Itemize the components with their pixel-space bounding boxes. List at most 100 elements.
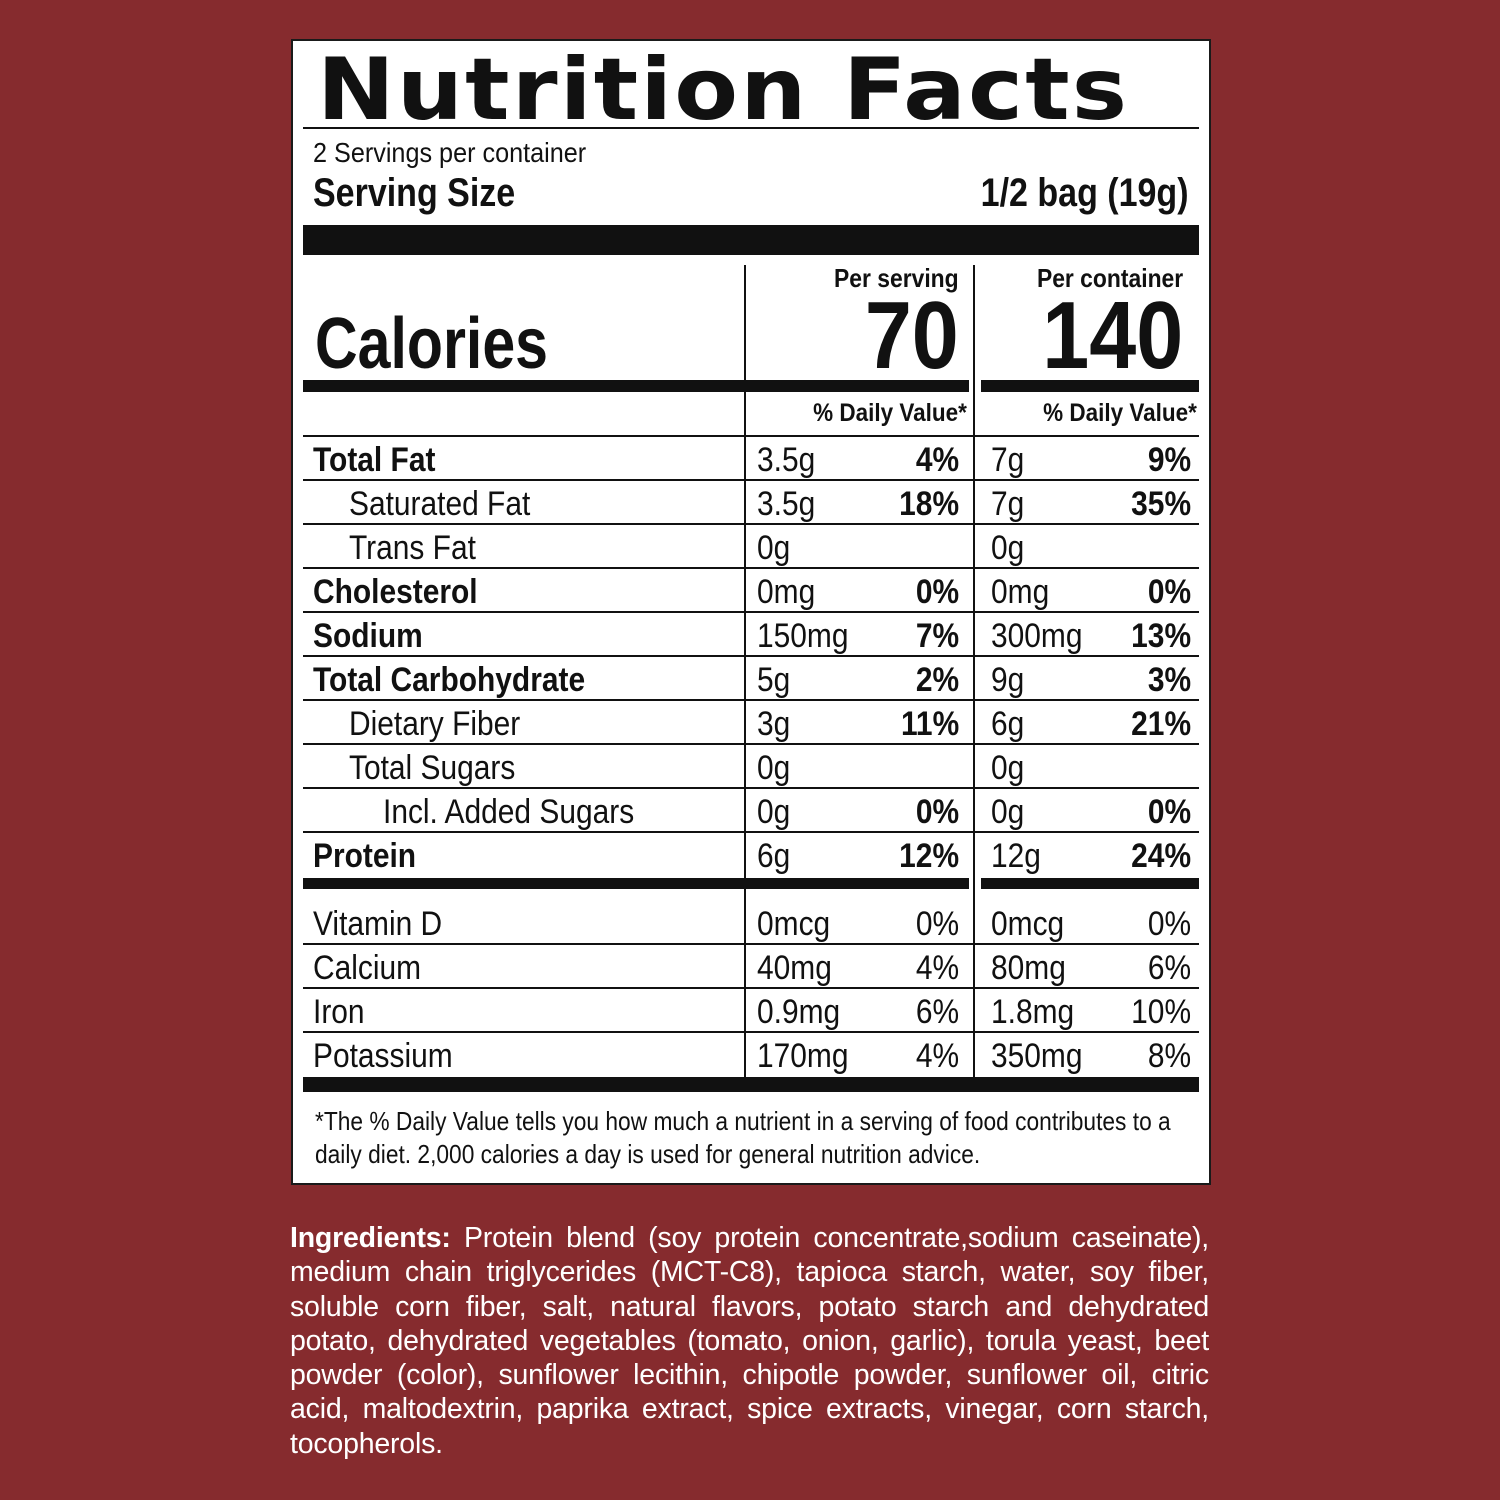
per-container-header: Per container <box>1036 263 1183 293</box>
nutrient-amount-serving: 0g <box>757 793 791 831</box>
nutrient-dv-container: 0% <box>1147 573 1191 611</box>
nutrient-name: Trans Fat <box>349 529 476 567</box>
servings-per-container: 2 Servings per container <box>313 137 587 168</box>
protein-rule-right <box>981 878 1199 889</box>
nutrient-row-divider <box>303 435 1199 437</box>
vitamin-row-divider <box>303 943 1199 945</box>
nutrient-dv-serving: 0% <box>915 573 959 611</box>
nutrient-dv-serving: 12% <box>899 837 959 875</box>
nutrient-row-divider <box>303 787 1199 789</box>
nutrient-name: Total Fat <box>313 441 436 479</box>
nutrient-amount-container: 9g <box>991 661 1025 699</box>
vitamin-amount-serving: 0.9mg <box>757 993 841 1031</box>
nutrient-row-divider <box>303 655 1199 657</box>
nutrient-amount-serving: 3.5g <box>757 441 816 479</box>
nutrient-amount-serving: 150mg <box>757 617 849 655</box>
nutrient-dv-container: 3% <box>1147 661 1191 699</box>
calories-label: Calories <box>315 304 548 384</box>
column-divider-container <box>973 265 975 1077</box>
daily-value-footnote: *The % Daily Value tells you how much a … <box>315 1106 1171 1169</box>
nutrient-amount-serving: 0g <box>757 529 791 567</box>
vitamin-amount-serving: 40mg <box>757 949 832 987</box>
vitamin-name: Vitamin D <box>313 905 443 943</box>
vitamin-dv-container: 8% <box>1147 1037 1191 1075</box>
nutrient-name: Dietary Fiber <box>349 705 521 743</box>
per-serving-header: Per serving <box>834 263 959 293</box>
nutrient-dv-container: 9% <box>1147 441 1191 479</box>
nutrient-amount-container: 7g <box>991 485 1025 523</box>
nutrient-amount-container: 0g <box>991 793 1025 831</box>
nutrient-name: Sodium <box>313 617 423 655</box>
nutrient-amount-container: 7g <box>991 441 1025 479</box>
nutrient-row-divider <box>303 523 1199 525</box>
vitamin-row-divider <box>303 987 1199 989</box>
ingredients-label: Ingredients: <box>290 1222 451 1254</box>
calories-rule-right <box>981 380 1199 392</box>
nutrient-dv-serving: 11% <box>900 705 959 743</box>
daily-value-header-container: % Daily Value* <box>1043 399 1197 427</box>
nutrient-row-divider <box>303 699 1199 701</box>
nutrient-amount-serving: 0mg <box>757 573 816 611</box>
nutrient-amount-container: 6g <box>991 705 1025 743</box>
calories-rule-left <box>303 380 969 392</box>
nutrient-row-divider <box>303 479 1199 481</box>
protein-rule-left <box>303 878 969 889</box>
nutrient-row-divider <box>303 831 1199 833</box>
nutrient-amount-serving: 5g <box>757 661 791 699</box>
nutrient-amount-serving: 6g <box>757 837 791 875</box>
vitamin-name: Iron <box>313 993 365 1031</box>
nutrient-dv-container: 13% <box>1131 617 1191 655</box>
nutrient-dv-container: 24% <box>1131 837 1191 875</box>
nutrient-amount-serving: 0g <box>757 749 791 787</box>
title-rule <box>303 127 1199 129</box>
thick-rule-top <box>303 225 1199 255</box>
nutrient-amount-container: 0mg <box>991 573 1050 611</box>
vitamin-amount-container: 0mcg <box>991 905 1065 943</box>
nutrient-amount-container: 300mg <box>991 617 1083 655</box>
nutrient-name: Cholesterol <box>313 573 478 611</box>
vitamin-amount-container: 80mg <box>991 949 1066 987</box>
nutrient-dv-container: 0% <box>1147 793 1191 831</box>
nutrient-dv-serving: 18% <box>899 485 959 523</box>
calories-per-serving: 70 <box>865 282 959 389</box>
column-divider-serving <box>744 265 746 1077</box>
nutrient-row-divider <box>303 611 1199 613</box>
nutrient-dv-container: 35% <box>1131 485 1191 523</box>
nutrient-name: Incl. Added Sugars <box>383 793 635 831</box>
nutrition-facts-label: Nutrition Facts 2 Servings per container… <box>291 39 1211 1185</box>
nutrient-dv-serving: 4% <box>915 441 959 479</box>
nutrient-dv-serving: 0% <box>915 793 959 831</box>
vitamin-dv-serving: 6% <box>915 993 959 1031</box>
vitamin-dv-container: 0% <box>1147 905 1191 943</box>
nutrient-amount-container: 0g <box>991 749 1025 787</box>
vitamin-amount-container: 1.8mg <box>991 993 1075 1031</box>
vitamin-amount-container: 350mg <box>991 1037 1083 1075</box>
vitamin-dv-serving: 0% <box>915 905 959 943</box>
nutrient-dv-container: 21% <box>1131 705 1191 743</box>
thick-rule-bottom <box>303 1077 1199 1092</box>
vitamin-amount-serving: 0mcg <box>757 905 831 943</box>
vitamin-dv-serving: 4% <box>915 949 959 987</box>
nutrient-amount-serving: 3.5g <box>757 485 816 523</box>
vitamin-dv-container: 6% <box>1147 949 1191 987</box>
ingredients-text: Protein blend (soy protein concentrate,s… <box>290 1222 1210 1460</box>
daily-value-header-serving: % Daily Value* <box>813 399 967 427</box>
nutrient-dv-serving: 2% <box>915 661 959 699</box>
nutrient-name: Saturated Fat <box>349 485 531 523</box>
vitamin-dv-serving: 4% <box>915 1037 959 1075</box>
nutrient-row-divider <box>303 743 1199 745</box>
nutrient-amount-container: 12g <box>991 837 1041 875</box>
serving-size-label: Serving Size <box>313 171 516 215</box>
nutrient-dv-serving: 7% <box>915 617 959 655</box>
vitamin-amount-serving: 170mg <box>757 1037 849 1075</box>
nutrient-name: Total Sugars <box>349 749 516 787</box>
ingredients-statement: Ingredients: Protein blend (soy protein … <box>290 1221 1209 1461</box>
nutrient-name: Protein <box>313 837 417 875</box>
vitamin-dv-container: 10% <box>1131 993 1191 1031</box>
nutrient-amount-serving: 3g <box>757 705 791 743</box>
label-title: Nutrition Facts <box>317 40 1130 140</box>
nutrient-name: Total Carbohydrate <box>313 661 586 699</box>
nutrient-amount-container: 0g <box>991 529 1025 567</box>
vitamin-row-divider <box>303 1031 1199 1033</box>
calories-per-container: 140 <box>1042 282 1183 389</box>
